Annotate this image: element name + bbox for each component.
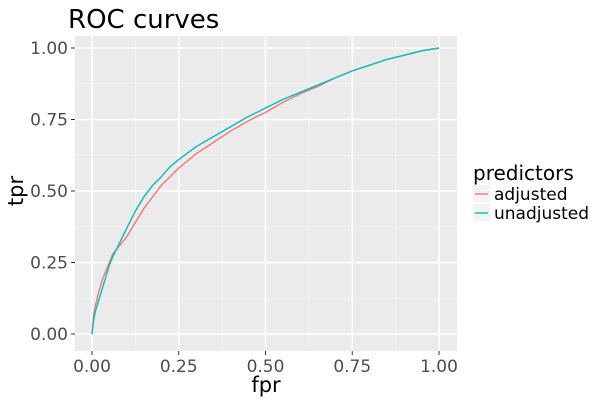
x-tick-label: 0.25: [160, 357, 198, 377]
x-tick-label: 0.00: [73, 357, 111, 377]
legend-title: predictors: [473, 161, 574, 185]
x-axis-title: fpr: [251, 373, 281, 397]
x-tick-label: 1.00: [420, 357, 458, 377]
legend-label-adjusted: adjusted: [494, 185, 567, 205]
legend-label-unadjusted: unadjusted: [494, 204, 589, 224]
y-tick-label: 1.00: [30, 39, 68, 59]
chart-title: ROC curves: [68, 5, 219, 35]
y-tick-label: 0.25: [30, 254, 68, 274]
series-line-unadjusted: [91, 47, 440, 335]
y-tick-label: 0.75: [30, 111, 68, 131]
x-axis-ticks: 0.00 0.25 0.50 0.75 1.00: [73, 351, 458, 377]
x-tick-label: 0.75: [333, 357, 371, 377]
series-lines: [91, 47, 440, 335]
y-axis-ticks: 0.00 0.25 0.50 0.75 1.00: [30, 39, 75, 345]
y-tick-label: 0.50: [30, 182, 68, 202]
y-axis-title: tpr: [4, 176, 28, 207]
grid-major: [75, 36, 457, 351]
y-tick-label: 0.00: [30, 325, 68, 345]
x-tick-label: 0.50: [247, 357, 285, 377]
